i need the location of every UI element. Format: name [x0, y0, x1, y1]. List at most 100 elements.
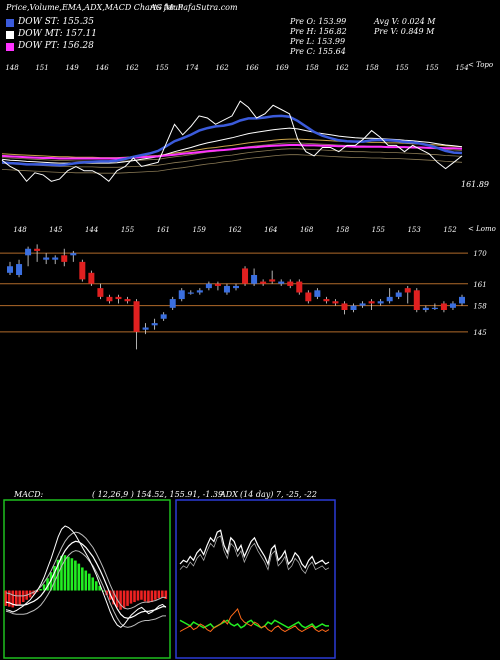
candle-right-label: 161: [473, 281, 486, 289]
macd-histogram-bar: [63, 555, 67, 591]
candle-body: [350, 305, 357, 310]
macd-histogram-bar: [7, 590, 11, 607]
ema-top-label: 166: [245, 64, 259, 72]
candle-body: [422, 307, 429, 310]
ema-top-label: 162: [335, 64, 349, 72]
candle-top-label: 153: [407, 226, 421, 234]
macd-histogram-bar: [122, 590, 126, 609]
macd-histogram-bar: [4, 590, 8, 606]
macd-histogram-bar: [126, 590, 129, 606]
candle-top-label: 155: [121, 226, 135, 234]
adx-frame: [175, 499, 336, 659]
candle-body: [61, 255, 68, 262]
candle-body: [287, 281, 294, 286]
macd-histogram-bar: [94, 581, 98, 591]
macd-histogram-bar: [112, 590, 115, 605]
candle-body: [404, 288, 411, 293]
macd-histogram-bar: [136, 590, 140, 601]
legend-entry: DOW ST: 155.35: [18, 17, 94, 27]
candle-body: [395, 292, 402, 297]
macd-histogram-bar: [140, 590, 143, 600]
macd-histogram-bar: [147, 590, 150, 603]
candle-body: [115, 296, 122, 300]
candle-body: [440, 303, 447, 310]
macd-histogram-bar: [164, 590, 168, 599]
macd-histogram-bar: [98, 585, 102, 591]
macd-histogram-bar: [11, 590, 15, 608]
macd-histogram-bar: [46, 578, 49, 591]
candle-body: [413, 290, 420, 310]
candle-body: [52, 257, 59, 260]
candle-top-label: 145: [49, 226, 63, 234]
candle-body: [323, 299, 330, 302]
site-name: AG MunafaSutra.com: [150, 3, 238, 12]
macd-histogram-bar: [129, 590, 133, 604]
candle-body: [160, 314, 167, 319]
prev-volume: Pre V: 0.849 M: [374, 27, 435, 36]
candle-body: [142, 327, 149, 330]
price-line: [1, 100, 463, 183]
candle-body: [341, 303, 348, 310]
candle-body: [97, 288, 104, 297]
candle-body: [359, 303, 366, 306]
adx-values: (14 day) 7, -25, -22: [240, 490, 317, 499]
ema-panel-tag: < Topo: [468, 61, 494, 69]
candle-body: [187, 292, 194, 294]
candle-top-label: 152: [443, 226, 457, 234]
ema-top-label: 154: [455, 64, 468, 72]
macd-histogram-bar: [105, 590, 108, 596]
ema-top-label: 158: [365, 64, 379, 72]
macd-signal-line: [5, 540, 166, 619]
macd-histogram-bar: [157, 590, 161, 599]
macd-histogram-bar: [154, 590, 157, 600]
macd-histogram-bar: [77, 563, 81, 591]
candle-top-label: 144: [85, 226, 98, 234]
candle-body: [305, 292, 312, 302]
macd-histogram-bar: [74, 560, 77, 591]
last-price: 161.89: [461, 180, 489, 189]
macd-histogram-bar: [161, 590, 164, 598]
chart-title: Price,Volume,EMA,ADX,MACD Charts for P: [6, 3, 184, 12]
candle-body: [79, 261, 86, 280]
macd-histogram-bar: [91, 577, 95, 591]
candle-body: [278, 281, 285, 284]
candle-body: [169, 299, 176, 308]
macd-histogram-bar: [143, 590, 147, 602]
prev-high: Pre H: 156.82: [290, 27, 347, 36]
macd-histogram-bar: [81, 567, 84, 591]
candle-body: [223, 285, 230, 293]
candle-body: [7, 266, 13, 273]
ema-top-label: 162: [215, 64, 229, 72]
macd-histogram-bar: [150, 590, 154, 603]
candle-top-label: 164: [264, 226, 277, 234]
candle-body: [377, 301, 384, 304]
ema-top-label: 155: [425, 64, 439, 72]
candle-right-label: 170: [473, 250, 487, 258]
candle-body: [70, 253, 77, 256]
candle-body: [88, 272, 95, 284]
ema-top-label: 174: [185, 64, 198, 72]
candle-body: [43, 257, 50, 260]
macd-histogram-bar: [101, 590, 105, 592]
legend-swatch: [6, 43, 14, 51]
macd-histogram-bar: [42, 584, 46, 591]
legend-swatch: [6, 31, 14, 39]
candle-body: [178, 290, 185, 300]
ema-pink-line: [1, 144, 463, 160]
candle-body: [459, 296, 465, 304]
ema-top-label: 169: [275, 64, 289, 72]
macd-band-lower: [5, 550, 166, 628]
prev-open: Pre O: 153.99: [290, 17, 347, 26]
candle-top-label: 159: [192, 226, 206, 234]
candle-body: [251, 275, 258, 284]
legend-swatch: [6, 19, 14, 27]
candle-body: [332, 301, 339, 304]
adx-band-line: [179, 535, 330, 575]
candle-body: [34, 248, 41, 251]
candle-top-label: 158: [336, 226, 350, 234]
candle-body: [233, 285, 239, 289]
ema-top-label: 149: [65, 64, 79, 72]
legend-entry: DOW MT: 157.11: [18, 29, 97, 39]
candle-body: [106, 296, 113, 302]
ema-band-line: [1, 148, 463, 168]
